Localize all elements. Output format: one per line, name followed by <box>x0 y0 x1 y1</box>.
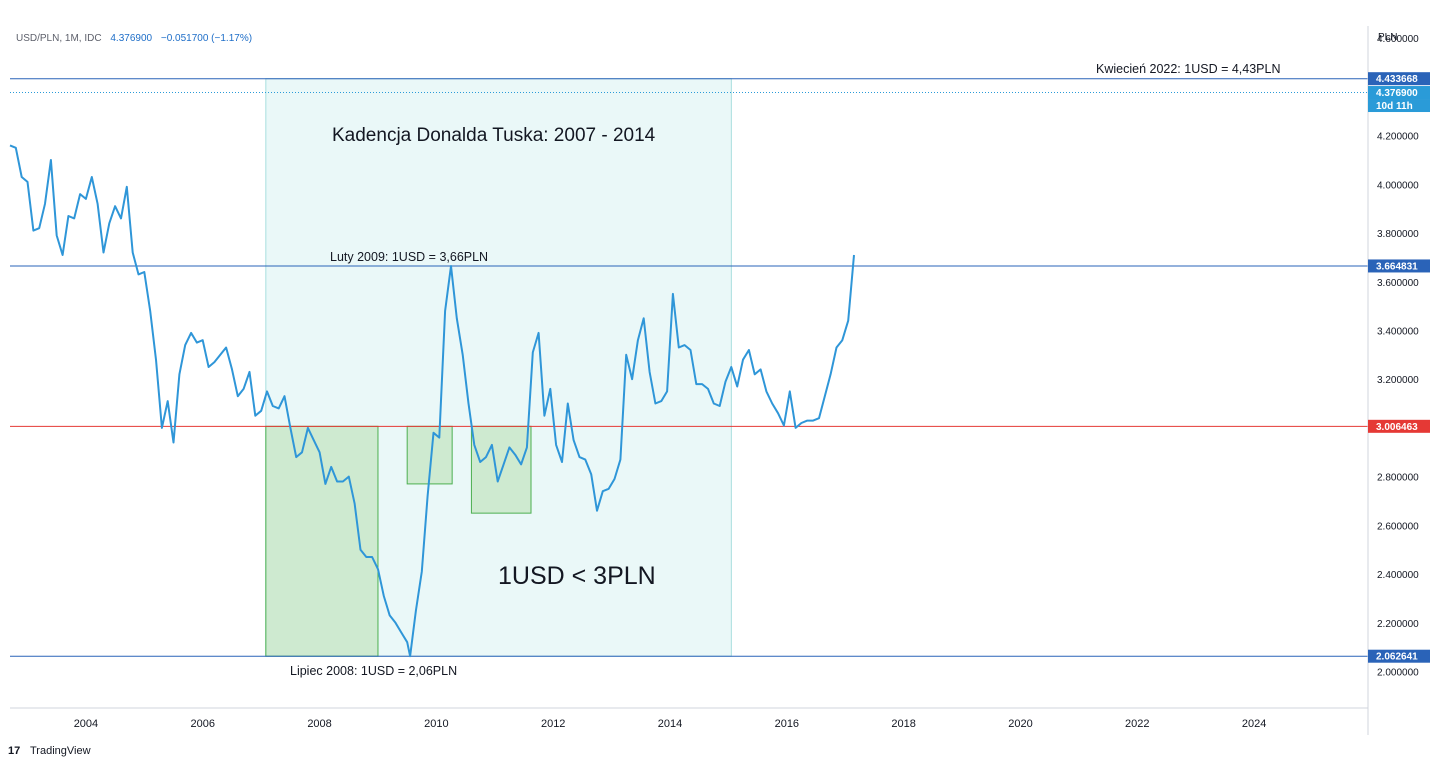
y-tick-4.000000: 4.000000 <box>1377 180 1419 191</box>
annotation-feb2009: Luty 2009: 1USD = 3,66PLN <box>330 250 488 264</box>
x-tick-2008: 2008 <box>307 718 331 730</box>
price-label-low: 2.062641 <box>1376 652 1418 663</box>
y-axis-unit: PLN <box>1378 32 1397 43</box>
price-label-last: 4.376900 <box>1376 88 1418 99</box>
tradingview-brand: TradingView <box>30 745 91 757</box>
last-price: 4.376900 <box>110 33 152 44</box>
annotation-below3: 1USD < 3PLN <box>498 562 656 590</box>
price-label-countdown: 10d 11h <box>1376 101 1413 112</box>
x-tick-2010: 2010 <box>424 718 448 730</box>
x-tick-2022: 2022 <box>1125 718 1149 730</box>
x-tick-2014: 2014 <box>658 718 682 730</box>
price-label-feb: 3.664831 <box>1376 261 1418 272</box>
annotation-jul2008: Lipiec 2008: 1USD = 2,06PLN <box>290 664 457 678</box>
x-tick-2018: 2018 <box>891 718 915 730</box>
symbol-title: USD/PLN, 1M, IDC 4.376900 −0.051700 (−1.… <box>16 33 252 44</box>
y-tick-3.800000: 3.800000 <box>1377 229 1419 240</box>
price-label-three: 3.006463 <box>1376 422 1418 433</box>
tradingview-logo-icon: 17 <box>8 745 20 757</box>
y-tick-2.200000: 2.200000 <box>1377 619 1419 630</box>
y-tick-3.600000: 3.600000 <box>1377 278 1419 289</box>
symbol-name: USD/PLN, 1M, IDC <box>16 33 102 44</box>
annotation-tusk: Kadencja Donalda Tuska: 2007 - 2014 <box>332 125 656 146</box>
x-tick-2006: 2006 <box>191 718 215 730</box>
x-tick-2024: 2024 <box>1242 718 1266 730</box>
y-tick-2.600000: 2.600000 <box>1377 521 1419 532</box>
x-tick-2020: 2020 <box>1008 718 1032 730</box>
y-tick-3.200000: 3.200000 <box>1377 375 1419 386</box>
y-tick-2.400000: 2.400000 <box>1377 570 1419 581</box>
y-tick-3.400000: 3.400000 <box>1377 326 1419 337</box>
x-tick-2004: 2004 <box>74 718 98 730</box>
annotation-apr2022: Kwiecień 2022: 1USD = 4,43PLN <box>1096 62 1281 76</box>
y-tick-2.000000: 2.000000 <box>1377 667 1419 678</box>
y-tick-4.200000: 4.200000 <box>1377 132 1419 143</box>
y-tick-2.800000: 2.800000 <box>1377 473 1419 484</box>
price-change: −0.051700 (−1.17%) <box>161 33 252 44</box>
x-tick-2012: 2012 <box>541 718 565 730</box>
price-label-high: 4.433668 <box>1376 74 1418 85</box>
x-tick-2016: 2016 <box>775 718 799 730</box>
